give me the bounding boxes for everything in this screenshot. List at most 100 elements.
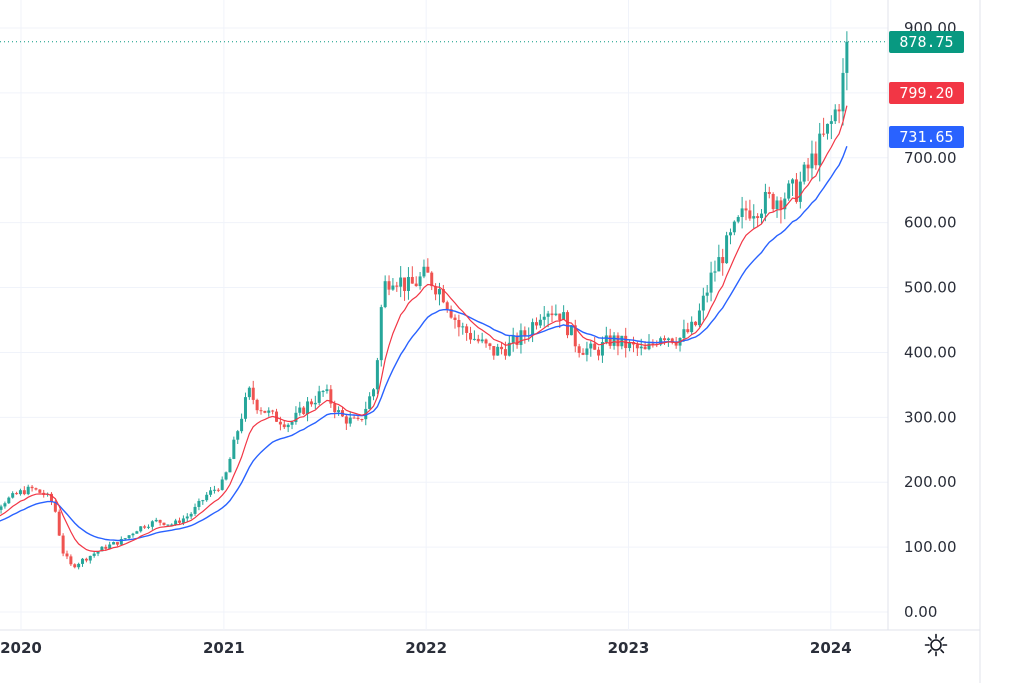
candle-body bbox=[771, 193, 775, 210]
candle-body bbox=[243, 397, 247, 419]
candle-body bbox=[697, 310, 701, 326]
price-tick-label: 200.00 bbox=[904, 473, 957, 491]
candle-body bbox=[387, 281, 391, 290]
candle-body bbox=[181, 518, 185, 523]
candle-body bbox=[418, 276, 422, 287]
candle-body bbox=[216, 489, 220, 491]
candle-up bbox=[422, 259, 426, 279]
candle-down bbox=[748, 199, 752, 221]
candle-up bbox=[81, 557, 85, 567]
candle-body bbox=[457, 319, 461, 328]
candle-body bbox=[57, 511, 61, 536]
candle-up bbox=[286, 423, 290, 433]
candle-down bbox=[57, 509, 61, 536]
candle-body bbox=[178, 520, 182, 523]
candle-body bbox=[224, 472, 228, 480]
candle-body bbox=[185, 516, 189, 519]
candle-up bbox=[220, 476, 224, 491]
moving-averages-layer bbox=[0, 105, 848, 552]
candle-body bbox=[259, 410, 263, 412]
price-tick-label: 500.00 bbox=[904, 279, 957, 297]
candle-down bbox=[30, 484, 34, 492]
candle-body bbox=[531, 322, 535, 336]
candle-up bbox=[317, 385, 321, 406]
candle-body bbox=[49, 493, 53, 502]
candle-up bbox=[0, 504, 3, 514]
candle-body bbox=[694, 321, 698, 326]
price-tick-label: 700.00 bbox=[904, 149, 957, 167]
candle-body bbox=[372, 389, 376, 397]
candle-up bbox=[701, 287, 705, 321]
gear-icon[interactable] bbox=[924, 633, 948, 657]
candle-up bbox=[798, 171, 802, 209]
ma-slow-badge: 731.65 bbox=[889, 126, 964, 149]
candle-body bbox=[573, 325, 577, 347]
candle-body bbox=[61, 535, 65, 554]
candle-body bbox=[643, 346, 647, 350]
candle-body bbox=[368, 396, 372, 409]
candle-up bbox=[209, 487, 213, 497]
candle-down bbox=[61, 533, 65, 557]
price-tick-label: 300.00 bbox=[904, 408, 957, 426]
candle-up bbox=[659, 336, 663, 347]
candle-down bbox=[216, 488, 220, 493]
candle-body bbox=[465, 326, 469, 333]
candle-body bbox=[674, 342, 678, 346]
candle-up bbox=[690, 316, 694, 335]
candle-body bbox=[360, 419, 364, 421]
candle-body bbox=[0, 506, 3, 510]
candle-down bbox=[395, 281, 399, 292]
candle-body bbox=[391, 285, 395, 290]
candle-body bbox=[523, 330, 527, 336]
candle-down bbox=[271, 409, 275, 415]
candle-body bbox=[845, 41, 849, 73]
candle-body bbox=[395, 285, 399, 287]
candle-up bbox=[740, 196, 744, 229]
candle-down bbox=[414, 276, 418, 287]
candle-up bbox=[736, 215, 740, 224]
candle-up bbox=[763, 183, 767, 222]
candle-body bbox=[143, 526, 147, 528]
candle-body bbox=[767, 191, 771, 194]
candle-down bbox=[282, 420, 286, 430]
candle-body bbox=[247, 387, 251, 398]
candle-up bbox=[531, 318, 535, 343]
candle-body bbox=[201, 500, 205, 502]
candle-body bbox=[337, 410, 341, 413]
candle-down bbox=[15, 491, 19, 495]
candle-body bbox=[550, 313, 554, 316]
candle-down bbox=[469, 326, 473, 344]
candle-up bbox=[760, 209, 764, 225]
candle-up bbox=[713, 260, 717, 282]
candle-up bbox=[348, 411, 352, 427]
candle-body bbox=[356, 417, 360, 420]
candle-body bbox=[798, 181, 802, 202]
price-tick-label: 0.00 bbox=[904, 603, 937, 621]
candle-body bbox=[682, 329, 686, 338]
candle-body bbox=[321, 391, 325, 393]
candle-up bbox=[375, 357, 379, 395]
candle-body bbox=[306, 401, 310, 415]
candle-body bbox=[577, 346, 581, 353]
candle-body bbox=[554, 313, 558, 316]
candle-body bbox=[488, 343, 492, 347]
candle-up bbox=[391, 278, 395, 291]
candle-up bbox=[732, 220, 736, 236]
candle-down bbox=[488, 342, 492, 350]
candle-down bbox=[694, 321, 698, 327]
candle-down bbox=[453, 314, 457, 329]
candle-body bbox=[69, 556, 73, 565]
candle-body bbox=[725, 235, 729, 264]
candle-body bbox=[721, 257, 725, 264]
candle-body bbox=[713, 271, 717, 273]
candle-body bbox=[434, 286, 438, 295]
candle-body bbox=[705, 292, 709, 296]
candle-body bbox=[232, 439, 236, 459]
candle-down bbox=[523, 326, 527, 344]
candle-body bbox=[814, 153, 818, 166]
candle-up bbox=[372, 388, 376, 401]
candle-body bbox=[112, 542, 116, 545]
candle-body bbox=[146, 526, 150, 528]
